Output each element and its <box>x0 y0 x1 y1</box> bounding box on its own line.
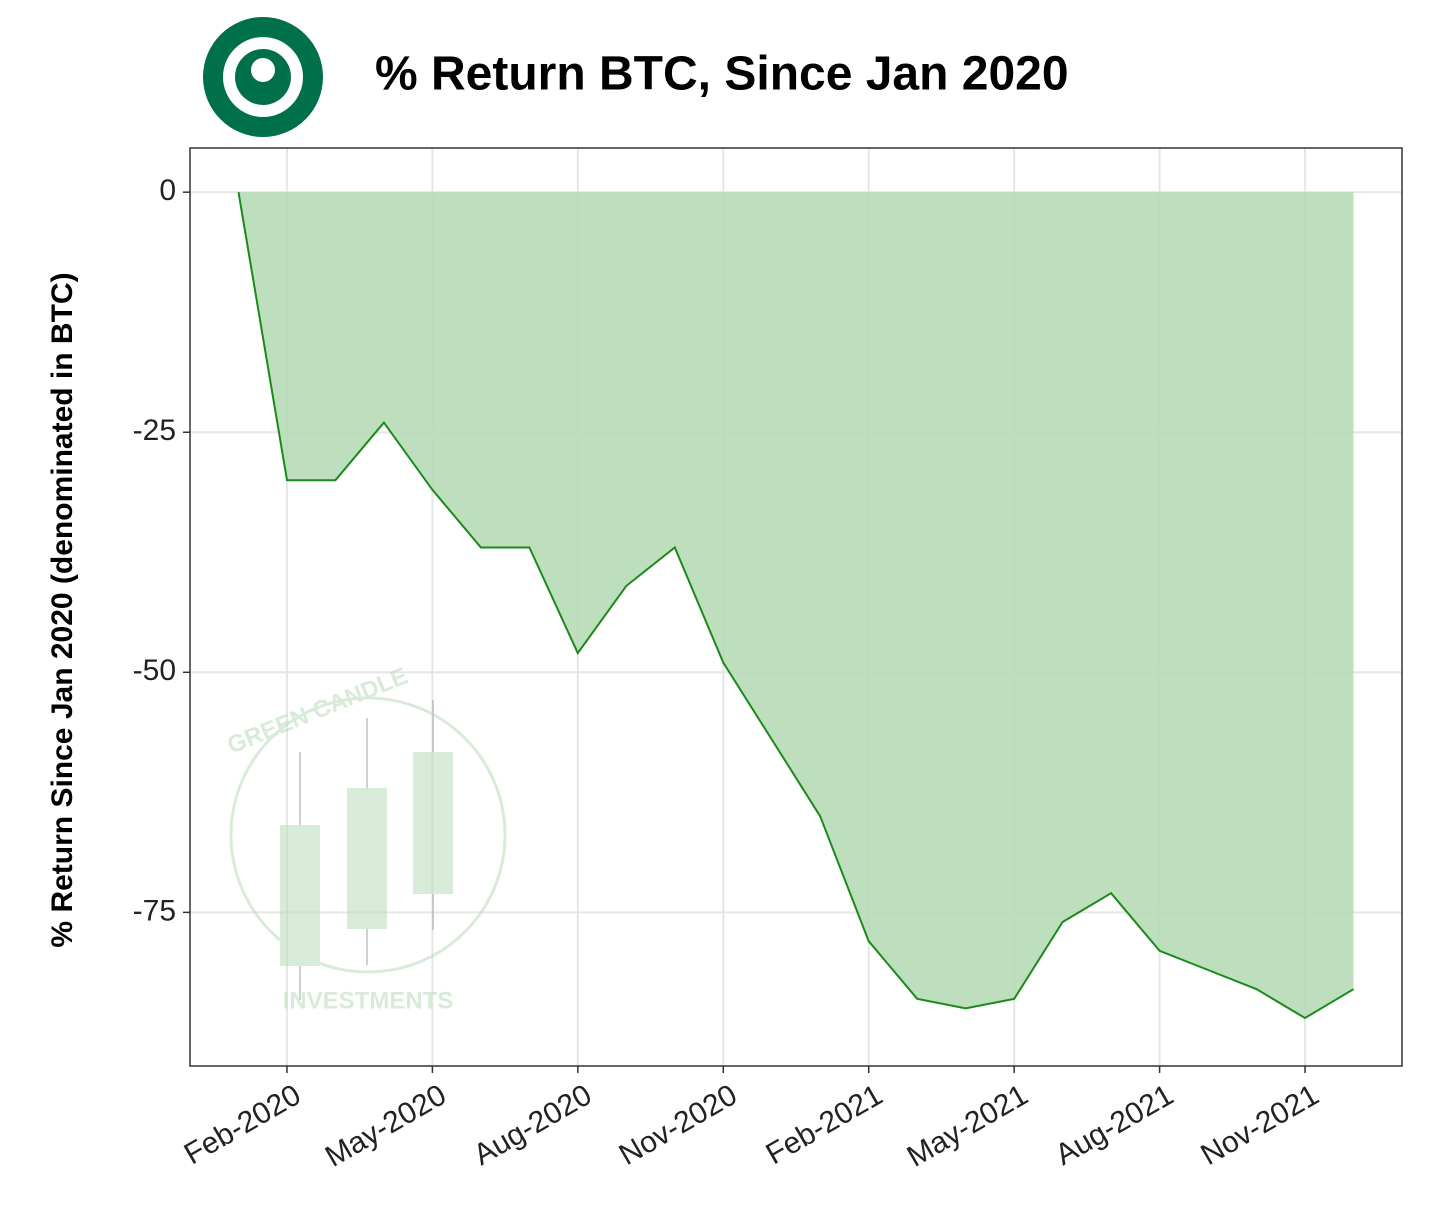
x-tick-label: Nov-2020 <box>614 1078 743 1172</box>
y-tick-label: 0 <box>159 174 176 207</box>
x-tick-label: Feb-2020 <box>179 1078 307 1171</box>
x-tick-label: May-2021 <box>902 1078 1034 1173</box>
watermark-candle <box>413 752 453 894</box>
x-tick-label: Feb-2021 <box>760 1078 888 1171</box>
watermark-candle <box>347 788 387 929</box>
x-tick-label: Nov-2021 <box>1195 1078 1324 1172</box>
area <box>238 192 1354 1018</box>
line <box>237 192 1355 1020</box>
x-tick-label: Aug-2021 <box>1050 1078 1179 1172</box>
plot-frame <box>189 147 1403 1067</box>
watermark-ring <box>229 696 507 974</box>
y-tick-label: -50 <box>133 654 176 687</box>
x-tick-label: May-2020 <box>320 1078 452 1173</box>
watermark-text: INVESTMENTS <box>283 987 454 1014</box>
logo <box>203 17 323 137</box>
chart-title: % Return BTC, Since Jan 2020 <box>375 48 1069 101</box>
y-tick-label: -75 <box>133 894 176 927</box>
y-tick-label: -25 <box>133 414 176 447</box>
x-tick-label: Aug-2020 <box>468 1078 597 1172</box>
watermark-candle <box>280 825 320 966</box>
y-axis-label: % Return Since Jan 2020 (denominated in … <box>46 272 79 947</box>
